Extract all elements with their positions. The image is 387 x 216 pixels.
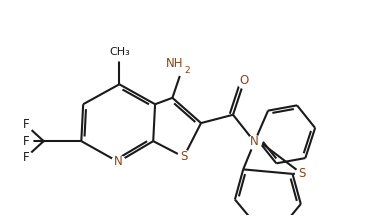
Text: N: N bbox=[250, 135, 259, 148]
Text: S: S bbox=[298, 167, 305, 180]
Text: S: S bbox=[180, 151, 187, 164]
Text: F: F bbox=[23, 151, 29, 164]
Text: F: F bbox=[23, 135, 29, 148]
Text: CH₃: CH₃ bbox=[109, 46, 130, 57]
Text: NH: NH bbox=[166, 57, 183, 70]
Text: N: N bbox=[114, 155, 123, 168]
Text: 2: 2 bbox=[184, 66, 190, 75]
Text: O: O bbox=[240, 74, 249, 87]
Text: F: F bbox=[23, 118, 29, 132]
